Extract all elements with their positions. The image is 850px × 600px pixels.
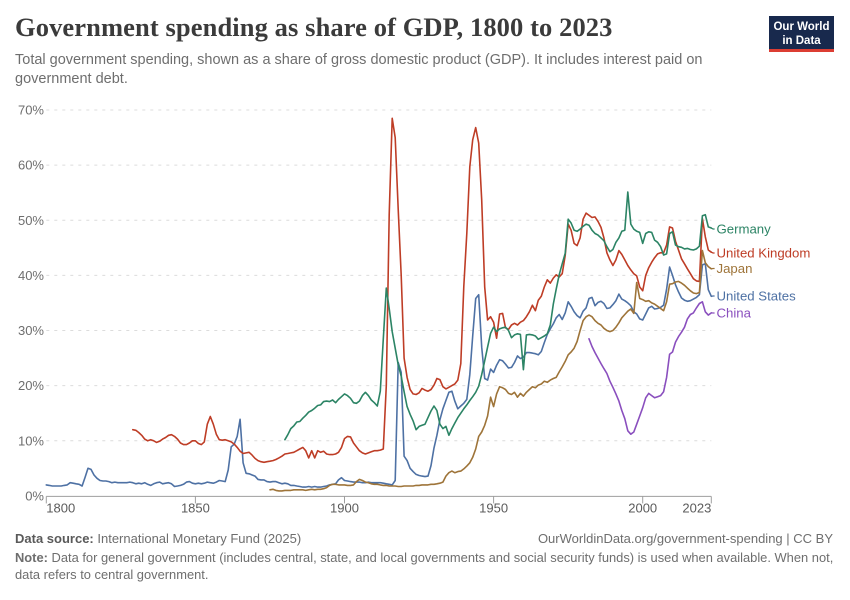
svg-text:United Kingdom: United Kingdom bbox=[717, 246, 811, 261]
svg-text:Japan: Japan bbox=[717, 261, 753, 276]
svg-text:30%: 30% bbox=[18, 323, 44, 338]
svg-text:20%: 20% bbox=[18, 378, 44, 393]
svg-text:2023: 2023 bbox=[682, 501, 711, 516]
svg-text:40%: 40% bbox=[18, 268, 44, 283]
svg-text:50%: 50% bbox=[18, 213, 44, 228]
svg-text:1800: 1800 bbox=[46, 501, 75, 516]
svg-text:60%: 60% bbox=[18, 158, 44, 173]
svg-text:1850: 1850 bbox=[181, 501, 210, 516]
svg-text:United States: United States bbox=[717, 289, 797, 304]
svg-text:Germany: Germany bbox=[717, 222, 772, 237]
svg-text:10%: 10% bbox=[18, 433, 44, 448]
svg-text:2000: 2000 bbox=[628, 501, 657, 516]
svg-text:China: China bbox=[717, 306, 752, 321]
svg-text:1900: 1900 bbox=[330, 501, 359, 516]
svg-text:70%: 70% bbox=[18, 103, 44, 118]
svg-text:0%: 0% bbox=[25, 488, 44, 503]
svg-text:1950: 1950 bbox=[479, 501, 508, 516]
